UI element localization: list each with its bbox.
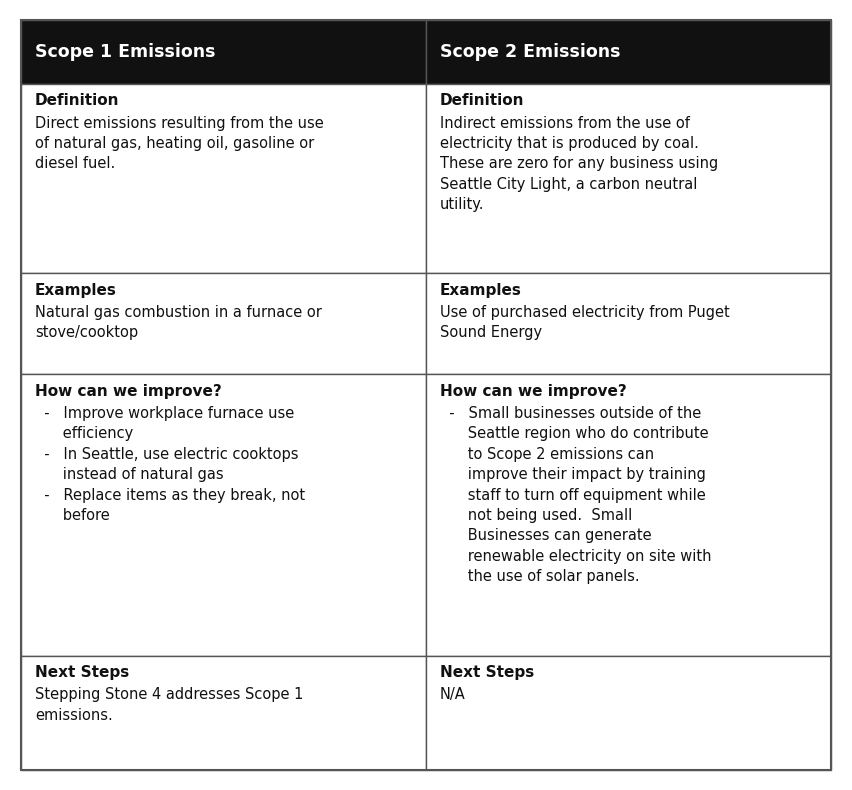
FancyBboxPatch shape	[426, 84, 831, 273]
FancyBboxPatch shape	[426, 273, 831, 374]
FancyBboxPatch shape	[21, 374, 426, 656]
Text: Next Steps: Next Steps	[35, 665, 130, 680]
Text: Definition: Definition	[35, 93, 119, 108]
Text: -   Improve workplace furnace use
      efficiency
  -   In Seattle, use electri: - Improve workplace furnace use efficien…	[35, 406, 305, 523]
Text: How can we improve?: How can we improve?	[35, 384, 222, 399]
Text: N/A: N/A	[440, 687, 465, 702]
Text: Use of purchased electricity from Puget
Sound Energy: Use of purchased electricity from Puget …	[440, 305, 729, 340]
Text: -   Small businesses outside of the
      Seattle region who do contribute
     : - Small businesses outside of the Seattl…	[440, 406, 711, 584]
FancyBboxPatch shape	[426, 656, 831, 770]
Text: Stepping Stone 4 addresses Scope 1
emissions.: Stepping Stone 4 addresses Scope 1 emiss…	[35, 687, 303, 723]
FancyBboxPatch shape	[21, 84, 426, 273]
Text: Examples: Examples	[35, 283, 117, 298]
FancyBboxPatch shape	[21, 20, 426, 84]
Text: How can we improve?: How can we improve?	[440, 384, 626, 399]
Text: Scope 2 Emissions: Scope 2 Emissions	[440, 43, 620, 61]
Text: Natural gas combustion in a furnace or
stove/cooktop: Natural gas combustion in a furnace or s…	[35, 305, 322, 340]
Text: Direct emissions resulting from the use
of natural gas, heating oil, gasoline or: Direct emissions resulting from the use …	[35, 115, 324, 171]
FancyBboxPatch shape	[21, 273, 426, 374]
FancyBboxPatch shape	[426, 374, 831, 656]
Text: Next Steps: Next Steps	[440, 665, 534, 680]
Text: Examples: Examples	[440, 283, 521, 298]
Text: Scope 1 Emissions: Scope 1 Emissions	[35, 43, 216, 61]
Text: Indirect emissions from the use of
electricity that is produced by coal.
These a: Indirect emissions from the use of elect…	[440, 115, 718, 213]
FancyBboxPatch shape	[426, 20, 831, 84]
FancyBboxPatch shape	[21, 656, 426, 770]
Text: Definition: Definition	[440, 93, 524, 108]
